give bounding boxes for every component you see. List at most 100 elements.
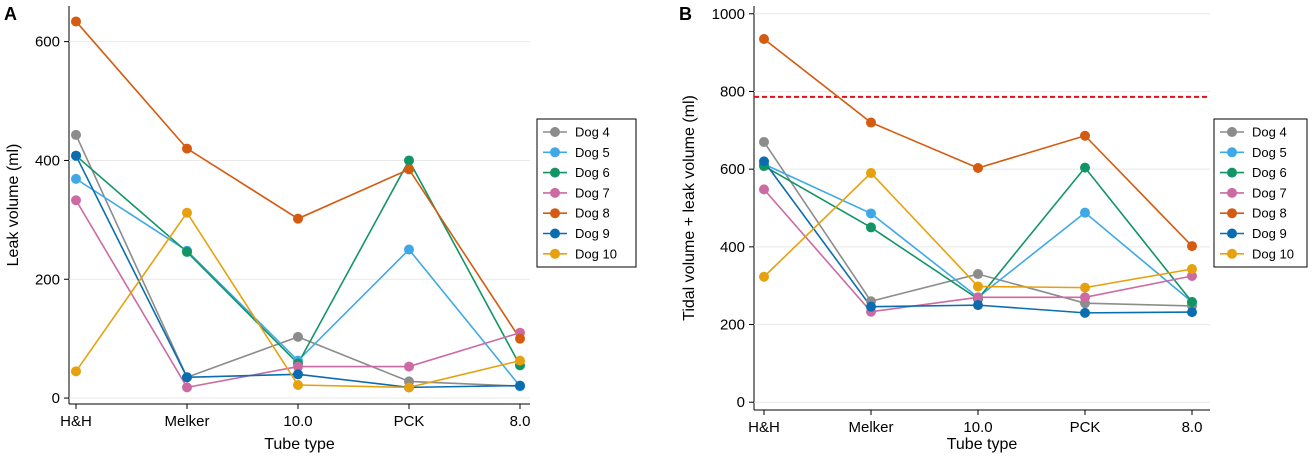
panel-b-point-dog-8-1 xyxy=(866,117,876,128)
panel-b-y-tick-label: 1000 xyxy=(712,6,745,23)
panel-a-point-dog-8-0 xyxy=(71,16,81,27)
panel-a-y-tick-label: 600 xyxy=(35,34,60,51)
panel-a-point-dog-9-2 xyxy=(293,369,303,380)
panel-a-point-dog-8-1 xyxy=(182,143,192,154)
panel-a-point-dog-9-4 xyxy=(515,380,525,391)
panel-b-legend-marker-dog-7 xyxy=(1227,187,1237,198)
panel-b-point-dog-4-2 xyxy=(973,269,983,280)
panel-a-point-dog-10-2 xyxy=(293,379,303,390)
panel-b-legend-marker-dog-5 xyxy=(1227,147,1237,158)
panel-b-point-dog-9-4 xyxy=(1187,307,1197,318)
panel-b-legend-marker-dog-8 xyxy=(1227,208,1237,219)
panel-b-legend-marker-dog-9 xyxy=(1227,228,1237,239)
panel-b: B 0 200 400 600 800 1000 H&H Melker 10.0 PCK 8.0 Tu… xyxy=(679,4,1308,453)
panel-a-x-tick-label: H&H xyxy=(60,413,92,430)
panel-a-y-tick-label: 400 xyxy=(35,152,60,169)
panel-b-legend-label-dog-10: Dog 10 xyxy=(1252,246,1294,261)
panel-a-point-dog-10-0 xyxy=(71,366,81,377)
panel-b-x-tick-label: H&H xyxy=(748,419,780,436)
panel-a-legend-label-dog-9: Dog 9 xyxy=(575,226,610,241)
panel-b-legend-label-dog-8: Dog 8 xyxy=(1252,206,1287,221)
panel-a-point-dog-7-2 xyxy=(293,361,303,372)
panel-b-point-dog-7-3 xyxy=(1080,292,1090,303)
panel-a-x-tick-label: 10.0 xyxy=(283,413,312,430)
panel-b-legend-marker-dog-6 xyxy=(1227,167,1237,178)
panel-a-legend-label-dog-5: Dog 5 xyxy=(575,145,610,160)
panel-b-point-dog-8-2 xyxy=(973,162,983,173)
panel-b-y-tick-label: 600 xyxy=(720,161,745,178)
panel-b-point-dog-8-0 xyxy=(759,34,769,45)
panel-b-point-dog-10-1 xyxy=(866,168,876,179)
panel-a-point-dog-8-4 xyxy=(515,333,525,344)
panel-a-point-dog-7-3 xyxy=(404,361,414,372)
panel-b-point-dog-5-3 xyxy=(1080,207,1090,218)
panel-b-point-dog-9-0 xyxy=(759,156,769,167)
panel-a-point-dog-8-3 xyxy=(404,164,414,175)
panel-b-x-tick-label: 8.0 xyxy=(1182,419,1203,436)
panel-a-label: A xyxy=(4,4,17,24)
panel-b-point-dog-7-0 xyxy=(759,184,769,195)
panel-b-legend-marker-dog-4 xyxy=(1227,127,1237,137)
panel-a-legend-label-dog-8: Dog 8 xyxy=(575,206,610,221)
panel-b-point-dog-10-2 xyxy=(973,281,983,292)
panel-a-series-line-dog-4 xyxy=(75,134,521,387)
panel-b-y-tick-label: 800 xyxy=(720,83,745,100)
panel-a-point-dog-4-2 xyxy=(293,331,303,342)
panel-b-point-dog-8-4 xyxy=(1187,241,1197,252)
panel-b-point-dog-4-0 xyxy=(759,136,769,147)
panel-b-point-dog-6-3 xyxy=(1080,162,1090,173)
panel-b-point-dog-10-3 xyxy=(1080,282,1090,293)
panel-a-point-dog-9-1 xyxy=(182,372,192,383)
panel-a-x-tick-label: 8.0 xyxy=(510,413,531,430)
panel-a-y-axis-title: Leak volume (ml) xyxy=(5,144,22,267)
panel-a-point-dog-5-3 xyxy=(404,244,414,255)
panel-a: A 0 200 400 600 H&H Melker 10.0 PCK 8.0 Tube type… xyxy=(4,4,637,453)
panel-a-point-dog-10-4 xyxy=(515,355,525,366)
panel-b-point-dog-5-1 xyxy=(866,208,876,219)
panel-b-legend-marker-dog-10 xyxy=(1227,248,1237,259)
panel-b-series-line-dog-5 xyxy=(763,163,1193,303)
panel-b-point-dog-9-1 xyxy=(866,301,876,312)
panel-b-point-dog-10-4 xyxy=(1187,263,1197,274)
panel-a-legend-label-dog-7: Dog 7 xyxy=(575,185,610,200)
panel-b-legend-label-dog-4: Dog 4 xyxy=(1252,125,1287,140)
panel-a-point-dog-6-3 xyxy=(404,155,414,166)
panel-a-point-dog-9-0 xyxy=(71,150,81,161)
panel-a-point-dog-8-2 xyxy=(293,213,303,224)
panel-a-legend-label-dog-6: Dog 6 xyxy=(575,165,610,180)
panel-a-series-line-dog-8 xyxy=(75,20,521,340)
panel-a-legend-marker-dog-5 xyxy=(550,147,560,158)
panel-b-point-dog-10-0 xyxy=(759,271,769,282)
panel-b-point-dog-9-2 xyxy=(973,300,983,311)
panel-a-legend-marker-dog-6 xyxy=(550,167,560,178)
panel-a-legend-label-dog-4: Dog 4 xyxy=(575,125,610,140)
panel-b-legend-label-dog-9: Dog 9 xyxy=(1252,226,1287,241)
panel-a-legend-label-dog-10: Dog 10 xyxy=(575,246,617,261)
panel-b-y-tick-label: 0 xyxy=(737,394,745,411)
panel-b-point-dog-6-1 xyxy=(866,222,876,233)
panel-a-legend-marker-dog-4 xyxy=(550,127,560,137)
panel-a-point-dog-10-3 xyxy=(404,382,414,393)
panel-b-x-axis-title: Tube type xyxy=(947,436,1018,453)
panel-b-point-dog-6-4 xyxy=(1187,297,1197,308)
panel-a-legend-marker-dog-10 xyxy=(550,248,560,259)
panel-a-legend-marker-dog-8 xyxy=(550,208,560,219)
panel-b-point-dog-7-4 xyxy=(1187,270,1197,281)
panel-a-x-axis-title: Tube type xyxy=(264,436,335,453)
panel-b-x-tick-label: Melker xyxy=(848,419,893,436)
panel-a-point-dog-6-1 xyxy=(182,246,192,257)
panel-b-x-tick-label: 10.0 xyxy=(963,419,992,436)
panel-b-y-tick-label: 400 xyxy=(720,239,745,256)
panel-a-x-tick-label: Melker xyxy=(164,413,209,430)
panel-a-x-tick-label: PCK xyxy=(394,413,425,430)
panel-b-point-dog-7-2 xyxy=(973,292,983,303)
panel-a-y-tick-label: 0 xyxy=(52,390,60,407)
panel-a-point-dog-10-1 xyxy=(182,207,192,218)
panel-b-legend-label-dog-5: Dog 5 xyxy=(1252,145,1287,160)
panel-b-label: B xyxy=(679,4,692,24)
panel-b-y-axis-title: Tidal volume + leak volume (ml) xyxy=(681,95,698,321)
panel-a-point-dog-7-1 xyxy=(182,382,192,393)
panel-a-point-dog-4-0 xyxy=(71,129,81,140)
panel-b-legend-label-dog-6: Dog 6 xyxy=(1252,165,1287,180)
